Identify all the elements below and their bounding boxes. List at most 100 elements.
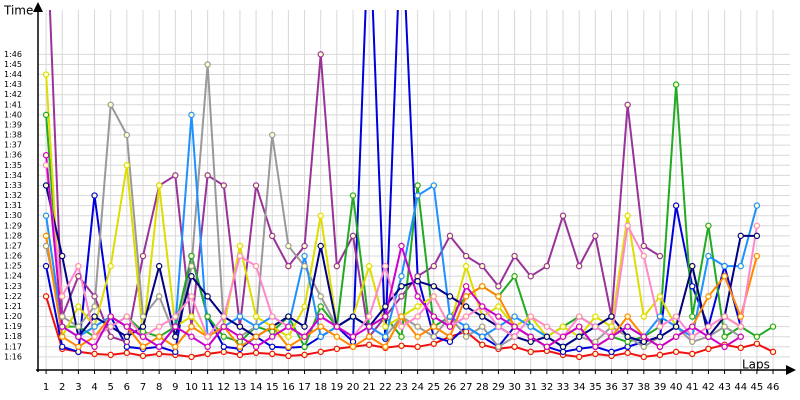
lap-point (479, 313, 486, 320)
x-tick-label: 46 (767, 382, 780, 393)
lap-point (365, 333, 373, 340)
lap-point (204, 61, 211, 68)
lap-point (269, 232, 276, 240)
y-tick-label: 1:21 (4, 302, 22, 311)
x-tick-label: 15 (266, 382, 279, 393)
lap-point (301, 343, 308, 351)
lap-point (285, 242, 292, 250)
lap-point (349, 192, 357, 199)
lap-point (123, 323, 131, 330)
y-tick-label: 1:43 (4, 80, 22, 89)
lap-point (559, 212, 567, 219)
lap-point (672, 348, 680, 356)
lap-point (479, 323, 486, 330)
lap-point (107, 313, 114, 320)
lap-point (269, 343, 276, 351)
y-tick-label: 1:36 (4, 151, 22, 160)
lap-point (107, 323, 114, 330)
y-tick-label: 1:27 (4, 241, 22, 250)
lap-point (559, 343, 567, 351)
lap-point (75, 343, 82, 351)
lap-point (204, 293, 211, 300)
series-line (45, 296, 774, 358)
lap-point (689, 262, 696, 270)
lap-point (42, 242, 50, 250)
lap-point (220, 323, 227, 330)
lap-point (608, 323, 615, 330)
lap-point (672, 313, 680, 320)
ticks: 1:161:171:181:191:201:211:221:231:241:25… (4, 50, 779, 393)
lap-point (382, 343, 389, 351)
x-tick-label: 10 (185, 382, 198, 393)
lap-point (753, 340, 761, 347)
lap-point (721, 343, 728, 351)
lap-point (689, 333, 696, 340)
series-line (45, 74, 742, 341)
lap-point (333, 323, 341, 330)
plot-area (42, 10, 777, 361)
lap-point (123, 131, 131, 139)
lap-point (107, 262, 114, 270)
lap-point (462, 333, 470, 340)
x-tick-label: 13 (234, 382, 247, 393)
lap-point (59, 293, 66, 300)
lap-point (139, 252, 147, 260)
x-tick-label: 34 (573, 382, 586, 393)
lap-point (640, 343, 648, 351)
x-tick-label: 12 (217, 382, 230, 393)
x-tick-label: 16 (282, 382, 295, 393)
lap-point (317, 293, 324, 300)
lap-point (769, 323, 777, 330)
lap-point (430, 340, 437, 347)
x-tick-label: 21 (363, 382, 376, 393)
y-tick-label: 1:25 (4, 262, 22, 271)
lap-point (592, 350, 599, 358)
x-axis-label: Laps (742, 358, 770, 372)
lap-point (689, 338, 696, 345)
lap-point (382, 323, 389, 330)
lap-point (446, 313, 454, 320)
lap-point (640, 338, 648, 345)
lap-point (689, 313, 696, 320)
lap-point (236, 313, 244, 320)
x-tick-label: 1 (43, 382, 49, 393)
lap-point (737, 323, 744, 330)
lap-point (543, 333, 551, 340)
series-line (45, 64, 742, 349)
lap-point (689, 283, 696, 290)
lap-point (317, 323, 324, 330)
lap-point (446, 323, 454, 330)
y-tick-label: 1:35 (4, 161, 22, 170)
x-tick-label: 20 (347, 382, 360, 393)
lap-point (479, 262, 486, 270)
lap-point (721, 333, 728, 340)
lap-point (123, 338, 131, 345)
y-tick-label: 1:37 (4, 141, 22, 150)
x-tick-label: 14 (250, 382, 263, 393)
lap-point (462, 283, 470, 290)
lap-point (527, 273, 534, 280)
y-tick-label: 1:31 (4, 201, 22, 210)
lap-point (285, 343, 292, 351)
lap-point (75, 348, 82, 356)
x-tick-label: 29 (492, 382, 505, 393)
lap-point (75, 323, 82, 330)
x-tick-label: 40 (670, 382, 683, 393)
lap-point (495, 343, 502, 351)
lap-point (42, 182, 50, 189)
lap-point (543, 343, 551, 351)
y-axis-label: Time (3, 4, 33, 18)
lap-point (220, 313, 227, 320)
lap-point (204, 343, 211, 351)
y-tick-label: 1:38 (4, 131, 22, 140)
x-tick-label: 44 (734, 382, 747, 393)
lap-point (640, 252, 648, 260)
lap-point (479, 283, 486, 290)
lap-point (285, 313, 292, 320)
lap-point (317, 303, 324, 310)
lap-point (672, 202, 680, 209)
lap-point (414, 293, 421, 300)
lap-point (640, 313, 648, 320)
x-tick-label: 38 (637, 382, 650, 393)
